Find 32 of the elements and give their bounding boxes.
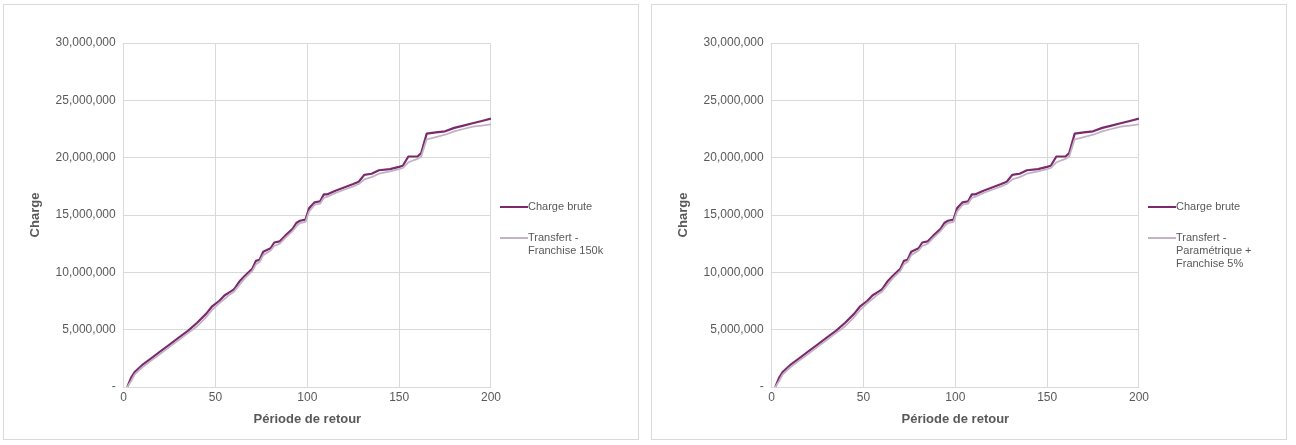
y-tick-label: 10,000,000 bbox=[55, 264, 116, 279]
x-tick-label: 50 bbox=[856, 389, 871, 404]
y-tick-label: 15,000,000 bbox=[55, 207, 116, 222]
y-tick-label: 15,000,000 bbox=[703, 207, 764, 222]
x-axis-title: Période de retour bbox=[901, 410, 1010, 426]
legend-label: Transfert - Franchise 150k bbox=[528, 231, 605, 257]
x-tick-label: 100 bbox=[297, 389, 318, 404]
legend-label: Charge brute bbox=[528, 200, 593, 213]
y-tick-label: 30,000,000 bbox=[703, 35, 764, 50]
x-tick-label: 150 bbox=[1037, 389, 1058, 404]
y-tick-label: 25,000,000 bbox=[703, 92, 764, 107]
y-tick-label: 5,000,000 bbox=[710, 321, 764, 336]
legend-label: Charge brute bbox=[1176, 200, 1241, 213]
x-tick-label: 200 bbox=[1128, 389, 1150, 404]
y-axis-title: Charge bbox=[675, 192, 691, 238]
x-tick-label: 200 bbox=[480, 389, 502, 404]
y-tick-label: - bbox=[759, 379, 764, 394]
legend-label: Transfert - Paramétrique + Franchise 5% bbox=[1176, 231, 1253, 270]
x-tick-label: 150 bbox=[389, 389, 410, 404]
x-tick-label: 0 bbox=[768, 389, 776, 404]
x-axis-title: Période de retour bbox=[253, 410, 362, 426]
y-tick-label: 5,000,000 bbox=[62, 321, 116, 336]
y-axis-title: Charge bbox=[27, 192, 43, 238]
y-tick-label: 25,000,000 bbox=[55, 92, 116, 107]
y-tick-label: - bbox=[111, 379, 116, 394]
y-tick-label: 10,000,000 bbox=[703, 264, 764, 279]
y-tick-label: 20,000,000 bbox=[55, 149, 116, 164]
x-tick-label: 0 bbox=[120, 389, 128, 404]
x-tick-label: 100 bbox=[945, 389, 966, 404]
x-tick-label: 50 bbox=[208, 389, 223, 404]
y-tick-label: 20,000,000 bbox=[703, 149, 764, 164]
y-tick-label: 30,000,000 bbox=[55, 35, 116, 50]
